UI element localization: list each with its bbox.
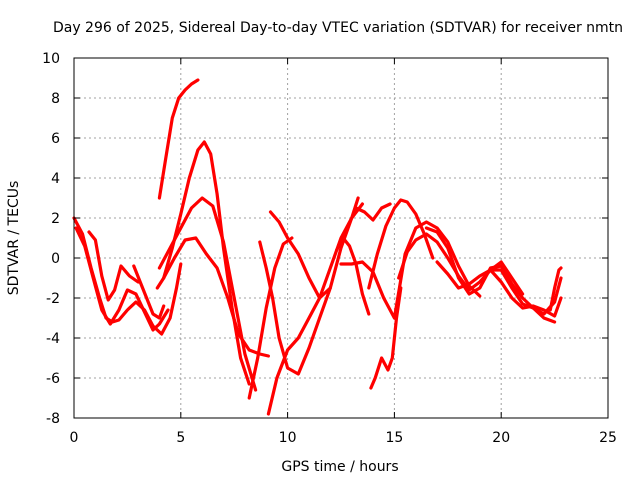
plot-frame <box>73 57 609 419</box>
x-tick-label: 0 <box>70 430 79 446</box>
series-arc-10 <box>258 240 332 376</box>
series-arc-5 <box>157 78 200 200</box>
series-arc-14 <box>339 220 482 320</box>
series-arc-3 <box>87 230 140 302</box>
x-tick-label: 20 <box>492 430 510 446</box>
x-tick-label: 15 <box>385 430 403 446</box>
series-arc-4 <box>132 264 166 320</box>
series-arc-20 <box>435 260 557 324</box>
y-tick-label: 8 <box>51 91 60 107</box>
series-arc-19 <box>424 226 563 316</box>
chart-title: Day 296 of 2025, Sidereal Day-to-day VTE… <box>53 20 623 36</box>
y-tick-label: -6 <box>46 371 60 387</box>
series-arc-17 <box>354 202 392 222</box>
series-arc-8 <box>162 236 270 358</box>
series-arc-2 <box>74 226 170 332</box>
x-tick-label: 5 <box>176 430 185 446</box>
x-axis-label: GPS time / hours <box>281 459 398 475</box>
y-tick-label: 2 <box>51 211 60 227</box>
data-series-group <box>72 78 563 416</box>
series-arc-13 <box>335 236 371 316</box>
series-arc-16 <box>369 286 403 390</box>
y-tick-label: -2 <box>46 291 60 307</box>
series-arc-15 <box>367 198 435 290</box>
series-arc-7 <box>157 196 258 392</box>
y-tick-label: 4 <box>51 171 60 187</box>
series-arc-21 <box>488 268 563 318</box>
x-tick-label: 25 <box>599 430 617 446</box>
y-tick-label: 6 <box>51 131 60 147</box>
series-arc-12 <box>268 196 360 300</box>
y-tick-label: 0 <box>51 251 60 267</box>
series-arc-11 <box>266 202 364 416</box>
series-arc-22 <box>548 266 563 312</box>
y-tick-label: 10 <box>42 51 60 67</box>
axis-ticks: 0 5 10 15 20 25 -8 -6 -4 -2 0 2 4 6 8 10 <box>42 51 617 446</box>
y-axis-label: SDTVAR / TECUs <box>6 181 22 296</box>
y-tick-label: -8 <box>46 411 60 427</box>
x-tick-label: 10 <box>279 430 297 446</box>
y-tick-label: -4 <box>46 331 60 347</box>
